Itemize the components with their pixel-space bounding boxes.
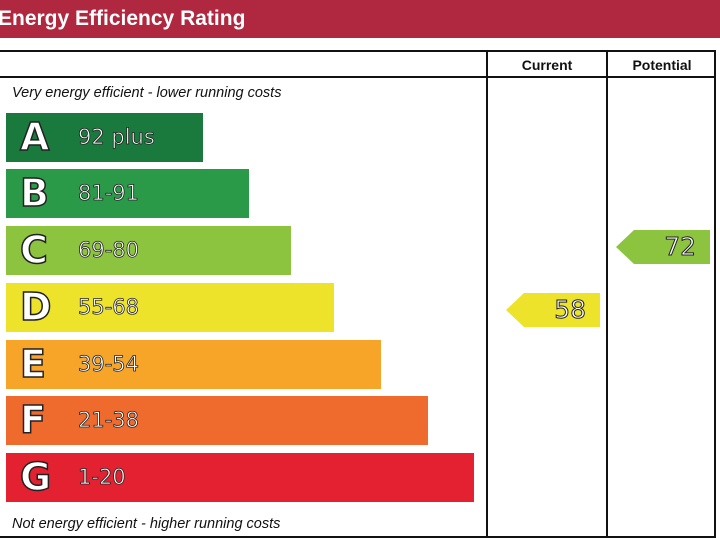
page-title: Energy Efficiency Rating — [0, 7, 246, 30]
band-range: 39-54 — [78, 352, 140, 377]
band-e: E 39-54 — [6, 340, 381, 389]
band-range: 1-20 — [78, 465, 126, 490]
band-letter: B — [19, 170, 49, 216]
potential-arrow-fill — [616, 230, 710, 264]
current-arrow-fill — [506, 293, 600, 327]
rating-table — [0, 50, 716, 538]
current-rating-arrow: 58 — [506, 293, 600, 327]
column-divider-current — [486, 50, 488, 538]
band-letter: C — [19, 227, 48, 273]
potential-column-header: Potential — [632, 57, 692, 73]
band-letter: D — [19, 284, 52, 330]
band-letter: G — [19, 454, 52, 500]
band-c: C 69-80 — [6, 226, 291, 275]
band-range: 69-80 — [78, 238, 140, 263]
current-rating-value: 58 — [554, 295, 587, 325]
potential-rating-arrow: 72 — [616, 230, 710, 264]
band-g: G 1-20 — [6, 453, 474, 502]
band-letter: A — [19, 114, 50, 160]
potential-rating-value: 72 — [664, 232, 697, 262]
current-column-header: Current — [521, 57, 573, 73]
band-range: 21-38 — [78, 408, 140, 433]
band-d: D 55-68 — [6, 283, 334, 332]
header-bar: Energy Efficiency Rating — [0, 0, 720, 38]
top-note: Very energy efficient - lower running co… — [12, 85, 282, 101]
band-a: A 92 plus — [6, 113, 203, 162]
bottom-note: Not energy efficient - higher running co… — [12, 516, 281, 532]
band-letter: E — [19, 341, 46, 387]
column-divider-potential — [606, 50, 608, 538]
band-range: 55-68 — [78, 295, 140, 320]
band-range: 81-91 — [78, 181, 140, 206]
header-divider — [0, 76, 716, 78]
current-arrow-shape — [506, 293, 600, 327]
potential-arrow-shape — [616, 230, 710, 264]
band-range: 92 plus — [78, 125, 156, 150]
band-letter: F — [19, 397, 46, 443]
band-f: F 21-38 — [6, 396, 428, 445]
band-b: B 81-91 — [6, 169, 249, 218]
